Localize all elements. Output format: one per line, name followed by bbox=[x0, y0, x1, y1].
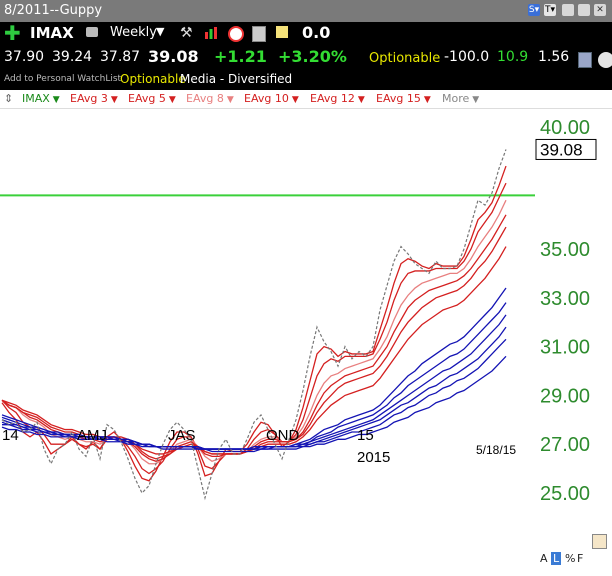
chevron-down-icon[interactable]: ▼ bbox=[156, 25, 165, 38]
calculator-icon[interactable] bbox=[252, 26, 266, 42]
y-tick-label: 35.00 bbox=[540, 239, 590, 261]
stat-b: 10.9 bbox=[497, 49, 529, 65]
chevron-down-icon[interactable]: ▼ bbox=[226, 95, 234, 105]
legend-label: IMAX bbox=[22, 92, 50, 105]
period-select[interactable]: Weekly bbox=[110, 25, 157, 40]
legend-item-imax[interactable]: IMAX ▼ bbox=[22, 92, 60, 105]
legend-label: EAvg 5 bbox=[128, 92, 166, 105]
series-line-11 bbox=[1, 355, 507, 453]
series-line-1 bbox=[1, 182, 507, 475]
x-tick-label: 2015 bbox=[357, 449, 390, 466]
reorder-icon[interactable]: ⇕ bbox=[4, 92, 14, 105]
y-tick-label: 25.00 bbox=[540, 483, 590, 505]
legend-label: EAvg 15 bbox=[376, 92, 421, 105]
chevron-down-icon[interactable]: ▼ bbox=[52, 95, 60, 105]
chevron-down-icon[interactable]: ▼ bbox=[357, 95, 365, 105]
series-line-10 bbox=[2, 338, 507, 450]
more-label: More bbox=[442, 92, 470, 105]
series-line-3 bbox=[1, 214, 507, 462]
legend-label: EAvg 8 bbox=[186, 92, 224, 105]
restore-icon[interactable] bbox=[578, 4, 590, 16]
globe-icon[interactable] bbox=[598, 52, 612, 68]
footer-l[interactable]: L bbox=[551, 552, 562, 565]
legend-item-eavg10[interactable]: EAvg 10 ▼ bbox=[244, 92, 299, 105]
series-line-0 bbox=[1, 165, 507, 482]
x-tick-label: 14 bbox=[2, 427, 19, 444]
title-bar: 8/2011--Guppy S▾ T▾ ✕ bbox=[0, 0, 612, 22]
chevron-down-icon[interactable]: ▼ bbox=[472, 95, 480, 105]
x-tick-label: OND bbox=[266, 427, 300, 444]
open-price: 37.90 bbox=[4, 49, 45, 65]
y-tick-label: 27.00 bbox=[540, 434, 590, 456]
last-price: 39.08 bbox=[148, 47, 199, 66]
close-icon[interactable]: ✕ bbox=[594, 4, 606, 16]
note-icon[interactable] bbox=[276, 26, 288, 38]
chevron-down-icon[interactable]: ▼ bbox=[423, 95, 431, 105]
chevron-down-icon[interactable]: ▼ bbox=[110, 95, 118, 105]
legend-item-eavg12[interactable]: EAvg 12 ▼ bbox=[310, 92, 365, 105]
price-box-label: 39.08 bbox=[540, 140, 583, 159]
industry-label: Media - Diversified bbox=[180, 72, 293, 86]
footer-percent[interactable]: % bbox=[565, 552, 576, 565]
change-value: 0.0 bbox=[302, 23, 331, 42]
stat-a: -100.0 bbox=[444, 49, 490, 65]
quote-header: ✚ IMAX Weekly ▼ ⚒ 0.0 37.90 39.24 37.87 … bbox=[0, 22, 612, 90]
window-title: 8/2011--Guppy bbox=[4, 3, 103, 18]
database-icon[interactable] bbox=[578, 52, 592, 68]
y-tick-label: 31.00 bbox=[540, 337, 590, 359]
s-menu-button[interactable]: S▾ bbox=[528, 4, 540, 16]
legend-label: EAvg 10 bbox=[244, 92, 289, 105]
chevron-down-icon[interactable]: ▼ bbox=[168, 95, 176, 105]
footer-a[interactable]: A bbox=[540, 552, 548, 565]
stat-c: 1.56 bbox=[538, 49, 570, 65]
legend-label: EAvg 3 bbox=[70, 92, 108, 105]
save-icon[interactable] bbox=[562, 4, 574, 16]
printer-icon[interactable] bbox=[86, 27, 98, 37]
y-tick-label: 29.00 bbox=[540, 385, 590, 407]
bar-chart-icon[interactable] bbox=[204, 27, 218, 39]
x-tick-label: JAS bbox=[168, 427, 196, 444]
legend-item-eavg5[interactable]: EAvg 5 ▼ bbox=[128, 92, 176, 105]
legend-label: EAvg 12 bbox=[310, 92, 355, 105]
price-chart[interactable]: 40.00 35.00 33.00 31.00 29.00 27.00 25.00 39.08… bbox=[0, 108, 612, 548]
pencil-icon[interactable] bbox=[592, 534, 607, 549]
y-tick-label: 33.00 bbox=[540, 288, 590, 310]
optionable-flag: Optionable bbox=[369, 51, 441, 66]
tools-icon[interactable]: ⚒ bbox=[180, 25, 193, 41]
high-price: 39.24 bbox=[52, 49, 93, 65]
legend-item-eavg8[interactable]: EAvg 8 ▼ bbox=[186, 92, 234, 105]
more-button[interactable]: More ▼ bbox=[442, 92, 479, 105]
x-tick-label: 15 bbox=[357, 427, 374, 444]
x-tick-label: 5/18/15 bbox=[476, 443, 516, 457]
symbol-label[interactable]: IMAX bbox=[30, 24, 74, 42]
legend-bar: ⇕ IMAX ▼ EAvg 3 ▼ EAvg 5 ▼ EAvg 8 ▼ EAvg 10 ▼… bbox=[0, 90, 612, 109]
net-change: +1.21 bbox=[214, 47, 267, 66]
low-price: 37.87 bbox=[100, 49, 141, 65]
percent-change: +3.20% bbox=[278, 47, 347, 66]
price-box bbox=[535, 138, 597, 160]
alarm-clock-icon[interactable] bbox=[228, 26, 244, 42]
series-line-4 bbox=[1, 226, 507, 460]
legend-item-eavg3[interactable]: EAvg 3 ▼ bbox=[70, 92, 118, 105]
footer-f[interactable]: F bbox=[577, 552, 584, 565]
series-line-2 bbox=[1, 199, 507, 465]
add-plus-icon[interactable]: ✚ bbox=[4, 21, 21, 45]
series-line-6 bbox=[1, 287, 507, 450]
t-menu-button[interactable]: T▾ bbox=[544, 4, 556, 16]
x-tick-label: AMJ bbox=[77, 427, 107, 444]
optionable-label: Optionable bbox=[120, 72, 186, 86]
legend-item-eavg15[interactable]: EAvg 15 ▼ bbox=[376, 92, 431, 105]
add-watchlist-link[interactable]: Add to Personal WatchList bbox=[4, 74, 122, 84]
y-tick-label: 40.00 bbox=[540, 117, 590, 139]
chevron-down-icon[interactable]: ▼ bbox=[291, 95, 299, 105]
price-line bbox=[1, 149, 507, 501]
